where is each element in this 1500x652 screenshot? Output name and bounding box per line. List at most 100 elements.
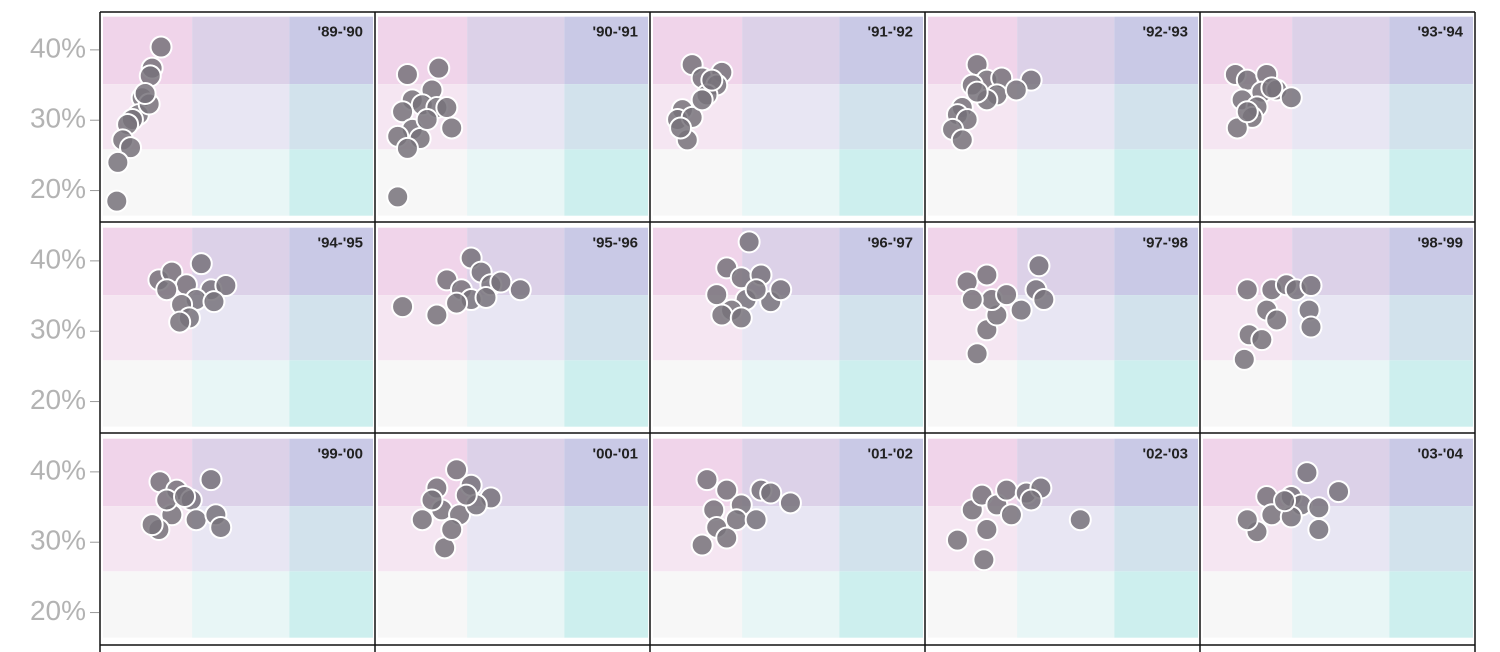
data-point [189,252,213,276]
panel-title: '02-'03 [1143,446,1189,463]
panel-title: '97-'98 [1143,235,1189,252]
data-point [415,108,439,132]
data-point [435,96,459,120]
panel-title: '95-'96 [593,235,639,252]
data-point [425,303,449,327]
background-cell [1389,227,1473,296]
background-cell [564,16,648,85]
background-cell [839,295,923,361]
data-point [1027,254,1051,278]
data-point [106,150,130,174]
data-point [778,491,802,515]
background-cell [1292,149,1390,216]
background-cell [1389,84,1473,150]
data-point [965,342,989,366]
y-tick-label: 40% [30,32,86,63]
y-tick-label: 30% [30,314,86,345]
data-point [440,518,464,542]
background-cell [1203,571,1293,638]
background-cell [1114,149,1198,216]
data-point [133,81,157,105]
background-cell [1114,571,1198,638]
data-point [440,116,464,140]
background-cell [653,149,743,216]
background-cell [839,506,923,572]
background-cell [742,360,840,427]
data-point [1307,496,1331,520]
background-cell [103,571,193,638]
background-cell [1389,506,1473,572]
background-cell [1389,16,1473,85]
data-point [1307,518,1331,542]
data-point [1273,489,1297,513]
background-cell [928,149,1018,216]
data-point [214,273,238,297]
background-cell [653,571,743,638]
background-cell [839,227,923,296]
background-cell [1114,295,1198,361]
background-cell [742,295,840,361]
data-point [690,88,714,112]
data-point [209,515,233,539]
data-point [427,56,451,80]
data-point [1032,288,1056,312]
background-cell [1292,360,1390,427]
y-tick-label: 30% [30,525,86,556]
data-point [168,310,192,334]
background-cell [103,360,193,427]
data-point [391,100,415,124]
background-cell [378,16,468,85]
y-tick-label: 20% [30,173,86,204]
data-point [1295,461,1319,485]
background-cell [1389,438,1473,507]
data-point [454,483,478,507]
background-cell [742,16,840,85]
background-cell [1389,571,1473,638]
background-cell [1017,295,1115,361]
data-point [1235,278,1259,302]
panel-title: '03-'04 [1418,446,1464,463]
data-point [410,508,434,532]
data-point [474,285,498,309]
background-cell [928,571,1018,638]
data-point [1279,86,1303,110]
background-cell [289,571,373,638]
data-point [105,189,129,213]
panel-title: '91-'92 [868,24,914,41]
background-cell [289,84,373,150]
panel-title: '90-'91 [593,24,639,41]
background-cell [839,438,923,507]
background-cell [1389,295,1473,361]
background-cell [564,360,648,427]
data-point [744,278,768,302]
data-point [1260,76,1284,100]
background-cell [1017,149,1115,216]
background-cell [289,438,373,507]
background-cell [839,360,923,427]
background-cell [1292,571,1390,638]
background-cell [467,84,565,150]
data-point [700,68,724,92]
data-point [729,306,753,330]
background-cell [839,84,923,150]
background-cell [192,84,290,150]
background-cell [289,16,373,85]
background-cell [467,16,565,85]
background-cell [378,360,468,427]
data-point [715,526,739,550]
data-point [975,518,999,542]
panel-title: '01-'02 [868,446,914,463]
data-point [395,136,419,160]
background-cell [564,227,648,296]
data-point [669,116,693,140]
panel-title: '98-'99 [1418,235,1464,252]
panel-title: '92-'93 [1143,24,1189,41]
background-cell [839,571,923,638]
data-point [972,548,996,572]
background-cell [289,295,373,361]
data-point [995,283,1019,307]
data-point [995,478,1019,502]
background-cell [1292,506,1390,572]
data-point [119,136,143,160]
background-cell [1017,506,1115,572]
